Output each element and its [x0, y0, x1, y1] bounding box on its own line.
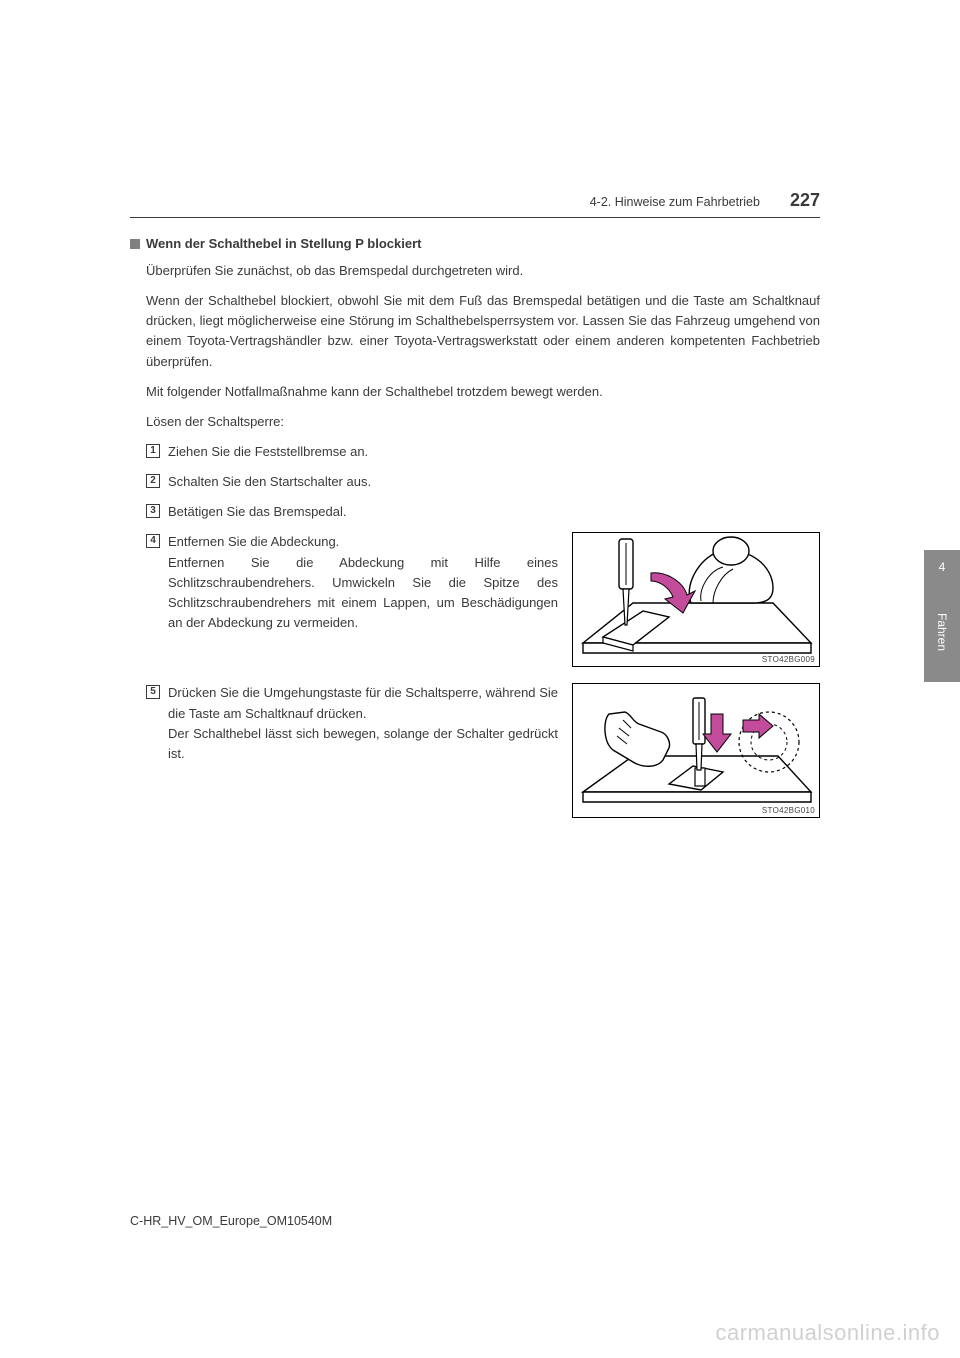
step-text-line: Entfernen Sie die Abdeckung. — [168, 534, 339, 549]
step-number-icon: 3 — [146, 504, 160, 518]
figure-box: STO42BG010 — [572, 683, 820, 818]
step-text-line: Der Schalthebel lässt sich bewegen, sola… — [168, 726, 558, 761]
step-number-icon: 5 — [146, 685, 160, 699]
step-item: 2 Schalten Sie den Startschalter aus. — [146, 472, 820, 492]
figure: STO42BG009 — [572, 532, 820, 667]
step-item: 3 Betätigen Sie das Bremspedal. — [146, 502, 820, 522]
watermark: carmanualsonline.info — [715, 1320, 940, 1346]
step-text: Ziehen Sie die Feststellbremse an. — [168, 442, 368, 462]
section-heading: Wenn der Schalthebel in Stellung P block… — [146, 236, 421, 251]
figure-box: STO42BG009 — [572, 532, 820, 667]
step-number-icon: 2 — [146, 474, 160, 488]
step-number-icon: 4 — [146, 534, 160, 548]
shift-cover-removal-illustration — [573, 533, 820, 667]
section: Wenn der Schalthebel in Stellung P block… — [130, 236, 820, 818]
shift-lock-override-illustration — [573, 684, 820, 818]
paragraph: Wenn der Schalthebel blockiert, obwohl S… — [146, 291, 820, 372]
page-number: 227 — [790, 190, 820, 211]
page-content: 4-2. Hinweise zum Fahrbetrieb 227 Wenn d… — [130, 190, 820, 818]
breadcrumb: 4-2. Hinweise zum Fahrbetrieb — [590, 195, 760, 209]
step-text-line: Entfernen Sie die Abdeckung mit Hilfe ei… — [168, 555, 558, 630]
step-text: Schalten Sie den Startschalter aus. — [168, 472, 371, 492]
chapter-tab-number: 4 — [924, 560, 960, 574]
step-text: Betätigen Sie das Bremspedal. — [168, 502, 347, 522]
chapter-tab-label: Fahren — [935, 613, 949, 651]
step-text-line: Drücken Sie die Umgehungstaste für die S… — [168, 685, 558, 720]
square-bullet-icon — [130, 239, 140, 249]
document-id-footer: C-HR_HV_OM_Europe_OM10540M — [130, 1214, 332, 1228]
chapter-tab: 4 Fahren — [924, 550, 960, 682]
figure-caption: STO42BG010 — [762, 806, 815, 815]
section-heading-row: Wenn der Schalthebel in Stellung P block… — [130, 236, 820, 251]
paragraph: Mit folgender Notfallmaßnahme kann der S… — [146, 382, 820, 402]
steps-list: 1 Ziehen Sie die Feststellbremse an. 2 S… — [146, 442, 820, 818]
step-item: 4 Entfernen Sie die Abdeckung. Entfernen… — [146, 532, 820, 667]
figure-caption: STO42BG009 — [762, 655, 815, 664]
page-header: 4-2. Hinweise zum Fahrbetrieb 227 — [130, 190, 820, 218]
step-text: Entfernen Sie die Abdeckung. Entfernen S… — [168, 532, 558, 633]
paragraph: Überprüfen Sie zunächst, ob das Bremsped… — [146, 261, 820, 281]
step-text: Drücken Sie die Umgehungstaste für die S… — [168, 683, 558, 764]
figure: STO42BG010 — [572, 683, 820, 818]
step-item: 1 Ziehen Sie die Feststellbremse an. — [146, 442, 820, 462]
step-item: 5 Drücken Sie die Umgehungstaste für die… — [146, 683, 820, 818]
step-number-icon: 1 — [146, 444, 160, 458]
paragraph: Lösen der Schaltsperre: — [146, 412, 820, 432]
